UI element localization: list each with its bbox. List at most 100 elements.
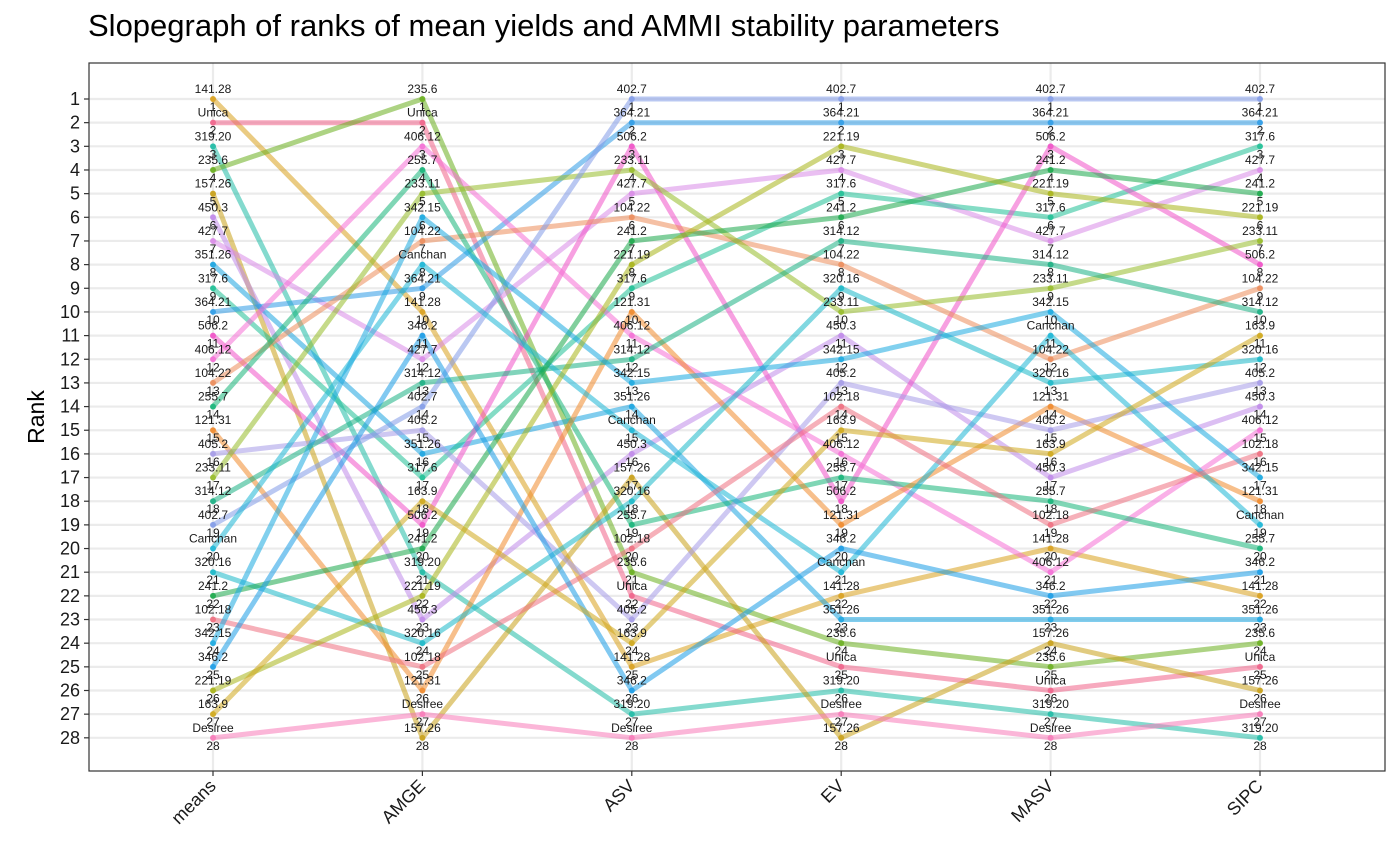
point-label: 405.2 (826, 366, 856, 380)
rank-label: 28 (625, 739, 639, 753)
data-point (419, 261, 426, 268)
data-point (1047, 190, 1054, 197)
data-point (1047, 616, 1054, 623)
data-point (419, 119, 426, 126)
rank-label: 28 (206, 739, 220, 753)
point-label: Canchan (817, 555, 865, 569)
rank-label: 16 (206, 455, 220, 469)
data-point (210, 545, 216, 552)
y-tick-label: 24 (60, 633, 80, 653)
rank-label: 8 (419, 266, 426, 280)
rank-label: 26 (835, 692, 849, 706)
point-label: 317.6 (617, 271, 647, 285)
point-label: 121.31 (823, 508, 860, 522)
rank-label: 13 (625, 384, 639, 398)
rank-label: 26 (1044, 692, 1058, 706)
data-point (838, 143, 845, 150)
point-label: 102.18 (195, 603, 232, 617)
data-point (1257, 214, 1263, 221)
rank-label: 7 (838, 242, 845, 256)
rank-label: 14 (206, 408, 220, 422)
y-tick-label: 10 (60, 302, 80, 322)
rank-label: 12 (1253, 360, 1267, 374)
data-point (1257, 285, 1263, 292)
series-line (210, 214, 1263, 646)
rank-label: 21 (206, 573, 220, 587)
point-label: 157.26 (613, 461, 650, 475)
rank-label: 12 (1044, 360, 1058, 374)
point-label: 406.12 (613, 319, 650, 333)
rank-label: 1 (419, 100, 426, 114)
point-label: Canchan (398, 248, 446, 262)
point-label: 235.6 (1245, 626, 1275, 640)
data-point (838, 261, 845, 268)
data-point (210, 592, 216, 599)
y-tick-label: 14 (60, 397, 80, 417)
data-point (628, 119, 635, 126)
rank-label: 13 (1253, 384, 1267, 398)
data-point (838, 332, 845, 339)
point-label: 235.6 (826, 626, 856, 640)
data-point (419, 190, 426, 197)
data-point (838, 474, 845, 481)
rank-label: 23 (206, 621, 220, 635)
point-label: 405.2 (198, 437, 228, 451)
point-label: 427.7 (407, 342, 437, 356)
rank-label: 16 (416, 455, 430, 469)
point-label: 314.12 (1242, 295, 1279, 309)
data-point (419, 214, 426, 221)
point-label: 342.15 (613, 366, 650, 380)
data-point (210, 379, 216, 386)
y-tick-label: 11 (61, 326, 80, 346)
rank-label: 19 (835, 526, 849, 540)
series-line (210, 285, 1263, 646)
y-tick-label: 17 (60, 468, 80, 488)
point-label: 141.28 (823, 579, 860, 593)
point-label: 121.31 (1242, 484, 1279, 498)
y-tick-label: 3 (70, 136, 80, 156)
point-label: 157.26 (195, 177, 232, 191)
data-point (838, 214, 845, 221)
rank-label: 18 (835, 502, 849, 516)
point-label: 314.12 (613, 342, 650, 356)
rank-label: 4 (1047, 171, 1054, 185)
data-point (419, 498, 426, 505)
data-point (1257, 190, 1263, 197)
rank-label: 22 (1253, 597, 1267, 611)
point-label: 342.15 (1242, 461, 1279, 475)
point-label: 346.2 (826, 532, 856, 546)
data-point (1047, 474, 1054, 481)
point-label: 141.28 (613, 650, 650, 664)
data-point (628, 379, 635, 386)
rank-label: 5 (628, 195, 635, 209)
point-label: 364.21 (613, 106, 650, 120)
rank-label: 26 (416, 692, 430, 706)
rank-label: 13 (206, 384, 220, 398)
rank-label: 2 (419, 124, 426, 138)
y-tick-label: 18 (60, 491, 80, 511)
series-line (210, 404, 1263, 670)
point-label: Canchan (1027, 319, 1075, 333)
point-label: 402.7 (407, 390, 437, 404)
point-label: 402.7 (826, 82, 856, 96)
point-label: Unica (198, 106, 229, 120)
rank-label: 6 (628, 218, 635, 232)
data-point (1047, 711, 1054, 718)
series-line (210, 167, 1263, 362)
series-line (210, 143, 1263, 528)
rank-label: 4 (838, 171, 845, 185)
point-label: 342.15 (823, 342, 860, 356)
data-point (1047, 96, 1054, 102)
point-label: Canchan (1236, 508, 1284, 522)
point-label: 351.26 (1032, 603, 1069, 617)
rank-label: 10 (625, 313, 639, 327)
point-label: 241.2 (1036, 153, 1066, 167)
rank-label: 16 (1253, 455, 1267, 469)
series-line (210, 262, 1263, 575)
rank-label: 8 (1047, 266, 1054, 280)
rank-label: 11 (1254, 337, 1267, 351)
rank-label: 21 (625, 573, 639, 587)
rank-label: 9 (1257, 289, 1264, 303)
rank-label: 21 (1044, 573, 1058, 587)
